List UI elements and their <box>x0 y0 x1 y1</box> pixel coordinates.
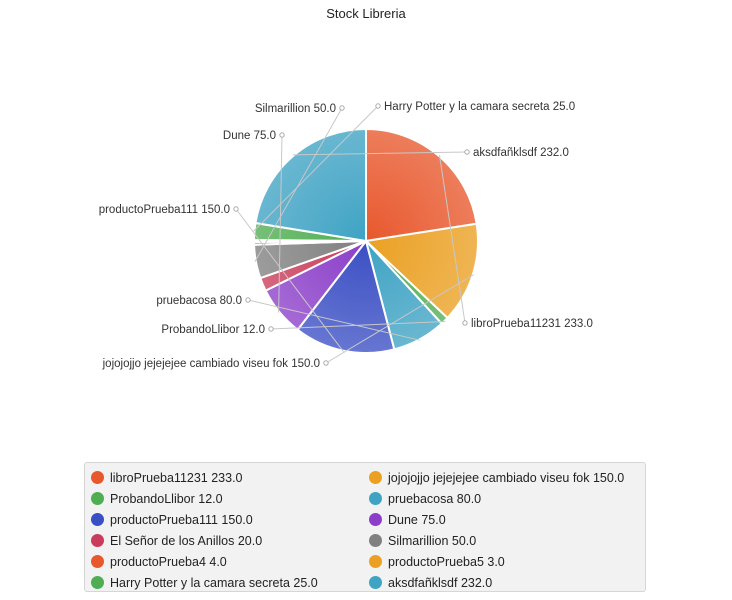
legend-item[interactable]: productoPrueba5 3.0 <box>369 551 647 572</box>
callout-dot <box>245 297 251 303</box>
slice-label: libroPrueba11231 233.0 <box>471 318 593 330</box>
slice-label: aksdfañklsdf 232.0 <box>473 147 569 159</box>
slice-label: ProbandoLlibor 12.0 <box>161 324 265 336</box>
legend-label: ProbandoLlibor 12.0 <box>110 491 223 506</box>
legend-item[interactable]: libroPrueba11231 233.0 <box>91 467 369 488</box>
legend-swatch-icon <box>91 534 104 547</box>
chart-legend: libroPrueba11231 233.0 jojojojjo jejejeje… <box>84 462 646 592</box>
chart-title: Stock Libreria <box>326 6 406 21</box>
slice-label: jojojojjo jejejejee cambiado viseu fok 1… <box>102 358 320 370</box>
legend-swatch-icon <box>369 576 382 589</box>
legend-item[interactable]: El Señor de los Anillos 20.0 <box>91 530 369 551</box>
legend-label: productoPrueba5 3.0 <box>388 554 505 569</box>
legend-label: aksdfañklsdf 232.0 <box>388 575 493 590</box>
legend-swatch-icon <box>91 555 104 568</box>
legend-swatch-icon <box>369 492 382 505</box>
legend-label: Dune 75.0 <box>388 512 446 527</box>
callout-dot <box>323 360 329 366</box>
legend-item[interactable]: productoPrueba111 150.0 <box>91 509 369 530</box>
callout-dot <box>233 206 239 212</box>
pie-slice[interactable] <box>254 127 367 243</box>
callout-line <box>439 155 466 324</box>
callout-line <box>235 208 344 353</box>
pie-chart: libroPrueba11231 233.0 jojojojjo jejejeje… <box>99 101 593 370</box>
callout-dot <box>279 132 285 138</box>
callout-line <box>253 105 379 232</box>
legend-label: jojojojjo jejejejee cambiado viseu fok 1… <box>388 470 625 485</box>
legend-swatch-icon <box>369 471 382 484</box>
legend-swatch-icon <box>91 492 104 505</box>
legend-item[interactable]: Dune 75.0 <box>369 509 647 530</box>
slice-label: Dune 75.0 <box>223 130 276 142</box>
callout-dot <box>375 103 381 109</box>
callout-line <box>325 274 475 364</box>
legend-swatch-icon <box>91 471 104 484</box>
legend-label: pruebacosa 80.0 <box>388 491 482 506</box>
callout-dot <box>268 326 274 332</box>
legend-item[interactable]: Harry Potter y la camara secreta 25.0 <box>91 572 369 593</box>
legend-item[interactable]: productoPrueba4 4.0 <box>91 551 369 572</box>
legend-swatch-icon <box>91 513 104 526</box>
callout-line <box>270 321 446 330</box>
slice-label: productoPrueba111 150.0 <box>99 204 230 216</box>
callout-line <box>247 299 421 341</box>
slice-label: Silmarillion 50.0 <box>255 103 336 115</box>
callout-line <box>278 134 283 313</box>
pie-slice[interactable] <box>363 222 480 320</box>
callout-dot <box>464 149 470 155</box>
legend-label: Silmarillion 50.0 <box>388 533 477 548</box>
legend-swatch-icon <box>369 555 382 568</box>
legend-swatch-icon <box>91 576 104 589</box>
legend-item[interactable]: jojojojjo jejejejee cambiado viseu fok 1… <box>369 467 647 488</box>
legend-label: El Señor de los Anillos 20.0 <box>110 533 263 548</box>
legend-label: Harry Potter y la camara secreta 25.0 <box>110 575 318 590</box>
legend-label: productoPrueba111 150.0 <box>110 512 253 527</box>
callout-dot <box>339 105 345 111</box>
legend-label: productoPrueba4 4.0 <box>110 554 227 569</box>
callout-dot <box>462 320 468 326</box>
pie-slice[interactable] <box>365 127 478 243</box>
slice-label: pruebacosa 80.0 <box>156 295 242 307</box>
legend-swatch-icon <box>369 513 382 526</box>
callout-line <box>254 107 343 263</box>
legend-item[interactable]: Silmarillion 50.0 <box>369 530 647 551</box>
legend-item[interactable]: ProbandoLlibor 12.0 <box>91 488 369 509</box>
legend-swatch-icon <box>369 534 382 547</box>
callout-line <box>292 151 468 156</box>
slice-label: Harry Potter y la camara secreta 25.0 <box>384 101 575 113</box>
legend-item[interactable]: aksdfañklsdf 232.0 <box>369 572 647 593</box>
legend-item[interactable]: pruebacosa 80.0 <box>369 488 647 509</box>
legend-label: libroPrueba11231 233.0 <box>110 470 243 485</box>
